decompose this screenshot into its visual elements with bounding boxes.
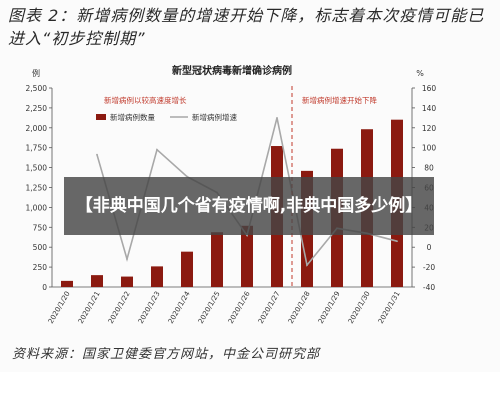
y-left-tick-label: 2,000 <box>26 124 48 133</box>
bar-2020/1/21 <box>91 275 103 287</box>
chart-title: 新型冠状病毒新增确诊病例 <box>172 64 292 77</box>
y-left-tick-label: 0 <box>42 283 47 292</box>
y-left-tick-label: 1,000 <box>26 203 48 212</box>
x-tick-label: 2020/1/27 <box>257 290 282 325</box>
growth-rate-point-2020/1/21 <box>96 153 98 156</box>
chart: 新型冠状病毒新增确诊病例 例 % 0 250 500 750 1,000 1,250 1,500 1… <box>26 64 437 326</box>
y-right-tick-label: 100 <box>422 144 437 153</box>
x-tick-label: 2020/1/29 <box>317 290 342 325</box>
figure-title: 图表 2：新增病例数量的增速开始下降，标志着本次疫情可能已进入“初步控制期” <box>8 6 485 48</box>
growth-rate-point-2020/1/27 <box>276 116 278 119</box>
growth-rate-point-2020/1/31 <box>396 240 398 243</box>
legend-swatch-bars <box>96 114 106 120</box>
x-tick-label: 2020/1/26 <box>227 290 252 326</box>
y-left-tick-label: 1,250 <box>26 184 48 193</box>
bar-2020/1/25 <box>211 232 223 287</box>
annotation-left: 新增病例以较高速度增长 <box>104 95 187 105</box>
bar-2020/1/20 <box>61 280 73 287</box>
y-left-tick-label: 750 <box>33 223 48 232</box>
x-tick-label: 2020/1/21 <box>77 290 102 325</box>
x-tick-label: 2020/1/20 <box>47 290 72 325</box>
overlay-caption-banner: 【非典中国几个省有疫情啊,非典中国多少例】 <box>64 177 434 235</box>
overlay-caption-text: 【非典中国几个省有疫情啊,非典中国多少例】 <box>75 195 423 216</box>
y-right-tick-label: 120 <box>422 124 437 133</box>
bar-2020/1/24 <box>181 251 193 287</box>
x-tick-label: 2020/1/31 <box>377 290 402 325</box>
y-right-tick-label: 160 <box>422 84 437 93</box>
growth-rate-point-2020/1/22 <box>126 258 128 261</box>
annotation-right: 新增病例增速开始下降 <box>302 95 377 105</box>
legend-label-line: 新增病例增速 <box>192 112 237 122</box>
y-left-tick-label: 1,750 <box>26 144 48 153</box>
y-left-tick-label: 250 <box>33 263 48 272</box>
x-tick-label: 2020/1/23 <box>137 290 162 325</box>
y-right-tick-label: 80 <box>424 164 434 173</box>
x-tick-label: 2020/1/25 <box>197 290 222 325</box>
x-tick-label: 2020/1/28 <box>287 290 312 325</box>
y-right-unit: % <box>416 69 424 78</box>
y-right-tick-label: -40 <box>423 283 435 292</box>
y-left-tick-label: 500 <box>33 243 48 252</box>
bottom-strip <box>0 372 500 408</box>
x-tick-label: 2020/1/22 <box>107 290 132 325</box>
legend-label-bars: 新增病例数量 <box>110 112 155 122</box>
y-left-tick-label: 1,500 <box>26 164 48 173</box>
growth-rate-point-2020/1/28 <box>306 264 308 267</box>
bar-2020/1/22 <box>121 276 133 287</box>
y-left-tick-label: 2,500 <box>26 84 48 93</box>
bar-2020/1/26 <box>241 225 253 287</box>
bar-2020/1/23 <box>151 266 163 287</box>
x-tick-label: 2020/1/30 <box>347 290 372 325</box>
y-right-tick-label: 140 <box>422 104 437 113</box>
source-note: 资料来源：国家卫健委官方网站，中金公司研究部 <box>12 347 321 362</box>
y-right-tick-label: -20 <box>423 263 435 272</box>
y-right-tick-label: 0 <box>427 243 432 252</box>
y-left-unit: 例 <box>32 68 40 78</box>
y-left-tick-label: 2,250 <box>26 104 48 113</box>
x-tick-label: 2020/1/24 <box>167 290 192 326</box>
growth-rate-point-2020/1/23 <box>156 148 158 151</box>
